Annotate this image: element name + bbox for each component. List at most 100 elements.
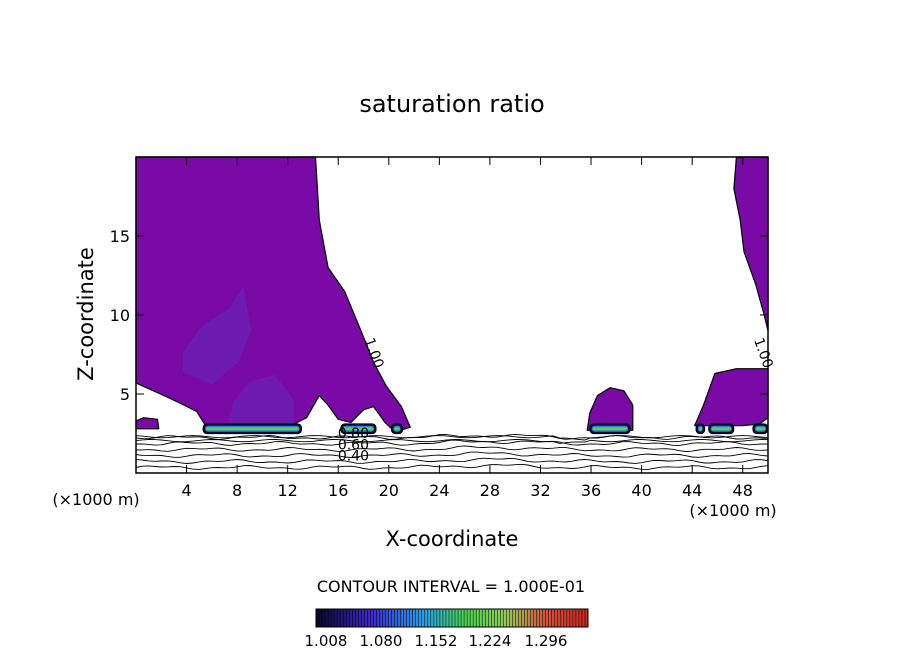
- x-tick-label: 16: [328, 481, 348, 500]
- y-tick-label: 15: [110, 227, 130, 246]
- colorbar-cell: [367, 609, 371, 627]
- band-inner: [755, 427, 765, 431]
- colorbar-cell: [473, 609, 477, 627]
- saturated-region-2: [586, 387, 634, 431]
- colorbar-cell: [424, 609, 429, 627]
- colorbar-cell: [382, 609, 386, 627]
- colorbar-cell: [439, 609, 444, 627]
- colorbar-cell: [518, 609, 522, 627]
- colorbar-cell: [442, 609, 447, 627]
- colorbar-cell: [337, 609, 341, 627]
- band-inner: [394, 427, 400, 431]
- colorbar-cell: [409, 609, 414, 627]
- colorbar-cell: [491, 609, 495, 627]
- contour-interval-label: CONTOUR INTERVAL = 1.000E-01: [317, 577, 585, 596]
- colorbar-cell: [536, 609, 541, 627]
- x-axis-unit-left: (×1000 m): [52, 490, 139, 509]
- y-axis-label: Z-coordinate: [74, 247, 98, 381]
- band-inner: [698, 427, 702, 431]
- colorbar-cell: [470, 609, 474, 627]
- colorbar-cell: [488, 609, 492, 627]
- enhanced-region-2: [227, 375, 294, 428]
- colorbar-cell: [373, 609, 377, 627]
- saturated-region-5: [135, 417, 160, 430]
- x-tick-label: 48: [733, 481, 753, 500]
- colorbar-cell: [455, 609, 459, 627]
- colorbar-cell: [578, 609, 583, 627]
- subsaturated-contours: [135, 433, 769, 470]
- colorbar-cell: [551, 609, 556, 627]
- band-inner: [592, 427, 628, 431]
- colorbar-cell: [527, 609, 531, 627]
- colorbar-cell: [412, 609, 417, 627]
- colorbar-cell: [361, 609, 365, 627]
- cloud-base-band-3: [390, 423, 404, 435]
- contour-label: 0.80: [338, 426, 369, 442]
- colorbar-tick-label: 1.224: [469, 632, 512, 650]
- cloud-base-band-2: [340, 423, 377, 435]
- colorbar-cell: [400, 609, 405, 627]
- contour-near-cloud-base: [135, 435, 769, 441]
- x-tick-label: 28: [480, 481, 500, 500]
- colorbar-cell: [355, 609, 359, 627]
- colorbar-cell: [584, 609, 589, 627]
- colorbar-cell: [515, 609, 519, 627]
- colorbar-cell: [406, 609, 411, 627]
- contour-near-cloud-base: [135, 439, 769, 444]
- colorbar-cell: [560, 609, 565, 627]
- colorbar-cell: [322, 609, 326, 627]
- x-axis-label: X-coordinate: [386, 527, 519, 551]
- colorbar-tick-label: 1.008: [305, 632, 348, 650]
- colorbar-cell: [448, 609, 453, 627]
- colorbar-cell: [500, 609, 504, 627]
- saturated-region-3: [733, 156, 769, 332]
- colorbar-cell: [370, 609, 374, 627]
- colorbar-cell: [548, 609, 553, 627]
- colorbar-cell: [385, 609, 389, 627]
- colorbar-cell: [433, 609, 438, 627]
- colorbar-tick-labels: 1.008 1.080 1.152 1.224 1.296: [305, 632, 568, 650]
- contour-0.5: [135, 457, 769, 464]
- colorbar-cell: [452, 609, 456, 627]
- colorbar-cell: [497, 609, 501, 627]
- chart-title: saturation ratio: [359, 90, 544, 118]
- colorbar-cell: [388, 609, 392, 627]
- colorbar-cell: [364, 609, 368, 627]
- colorbar-cell: [331, 609, 335, 627]
- x-tick-label: 4: [181, 481, 191, 500]
- colorbar-cell: [379, 609, 383, 627]
- colorbar-cell: [397, 609, 402, 627]
- colorbar-cell: [358, 609, 362, 627]
- colorbar-cell: [427, 609, 432, 627]
- colorbar-cell: [467, 609, 471, 627]
- cloud-base-band-4: [589, 423, 631, 435]
- colorbar-cell: [485, 609, 489, 627]
- colorbar-cell: [542, 609, 547, 627]
- colorbar-cell: [572, 609, 577, 627]
- colorbar-cell: [524, 609, 528, 627]
- colorbar-cell: [394, 609, 398, 627]
- colorbar-cell: [403, 609, 408, 627]
- x-tick-label: 24: [429, 481, 449, 500]
- colorbar-cell: [563, 609, 568, 627]
- colorbar-cell: [346, 609, 350, 627]
- x-tick-label: 20: [379, 481, 399, 500]
- colorbar-cell: [415, 609, 420, 627]
- colorbar-cell: [436, 609, 441, 627]
- colorbar-cell: [539, 609, 544, 627]
- colorbar-cell: [476, 609, 480, 627]
- colorbar-cell: [575, 609, 580, 627]
- x-axis-unit-right: (×1000 m): [689, 501, 776, 520]
- colorbar-cell: [503, 609, 507, 627]
- cloud-base-band-7: [752, 423, 769, 435]
- colorbar-cell: [421, 609, 426, 627]
- x-tick-label: 36: [581, 481, 601, 500]
- plot-area: 1.00 1.000.800.600.40 4 8 12 16 20 24 28 32 36 40 4…: [110, 156, 776, 500]
- colorbar-cell: [509, 609, 513, 627]
- colorbar-cell: [376, 609, 380, 627]
- colorbar-tick-label: 1.080: [360, 632, 403, 650]
- cloud-base-bands: [202, 423, 769, 435]
- x-tick-label: 8: [232, 481, 242, 500]
- colorbar-cell: [352, 609, 356, 627]
